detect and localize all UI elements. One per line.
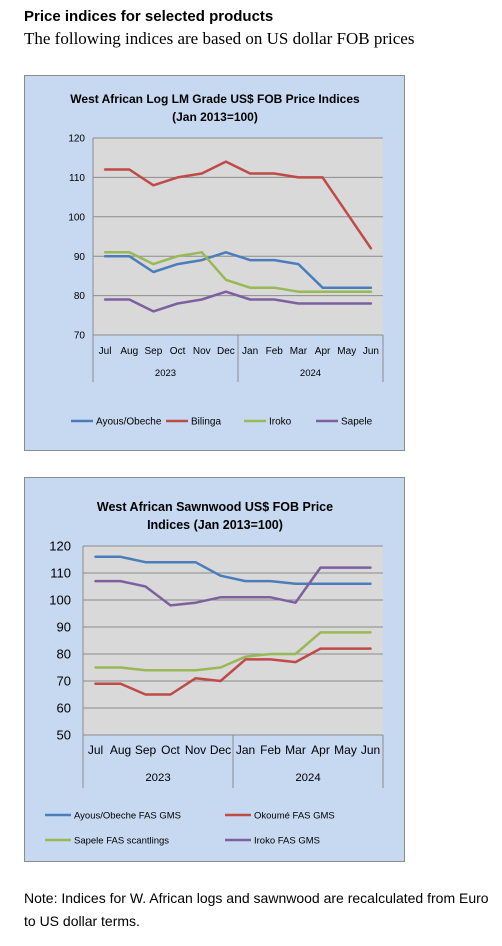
log-chart-legend-label: Iroko [269, 417, 292, 428]
sawn-chart-y-tick-label: 80 [57, 647, 71, 662]
sawn-chart-x-tick-label: Nov [185, 743, 206, 757]
sawn-chart-title-line: West African Sawnwood US$ FOB Price [97, 500, 333, 514]
sawn-chart-legend-label: Sapele FAS scantlings [74, 835, 169, 846]
sawn-chart-series-line-2 [94, 631, 372, 672]
sawn-chart-y-tick-label: 110 [50, 566, 71, 581]
log-chart-x-tick-label: Jan [242, 346, 258, 357]
sawn-chart-x-tick-label: Oct [161, 743, 180, 757]
sawn-chart-year-label: 2024 [295, 772, 320, 784]
sawn-chart-x-tick-label: Apr [311, 743, 330, 757]
log-chart-y-tick-label: 120 [68, 134, 85, 145]
page-subheading: The following indices are based on US do… [24, 29, 415, 48]
footnote: Note: Indices for W. African logs and sa… [24, 890, 489, 929]
log-chart-legend-label: Bilinga [191, 417, 221, 428]
sawn-chart-x-tick-label: Mar [285, 743, 306, 757]
sawn-chart-x-tick-label: Sep [135, 743, 157, 757]
log-chart-x-tick-label: Aug [120, 346, 138, 357]
log-chart-y-tick-label: 70 [74, 331, 86, 342]
log-chart-y-tick-label: 80 [74, 291, 86, 302]
log-chart-y-tick-label: 110 [69, 173, 85, 184]
log-price-chart-svg: West African Log LM Grade US$ FOB Price … [68, 92, 384, 428]
log-chart-x-tick-label: Dec [217, 346, 235, 357]
sawn-chart-x-tick-label: Jan [236, 743, 255, 757]
sawn-chart-plot-area [83, 546, 383, 735]
sawn-chart-x-tick-label: Dec [210, 743, 231, 757]
sawn-chart-x-tick-label: Aug [110, 743, 131, 757]
log-chart-title-line: West African Log LM Grade US$ FOB Price … [70, 92, 360, 106]
log-chart-series-line-0 [103, 251, 373, 289]
sawn-chart-series-line-1 [94, 647, 372, 696]
sawn-chart-y-tick-label: 90 [57, 620, 71, 635]
sawnwood-price-chart-svg: West African Sawnwood US$ FOB Price Indic… [45, 500, 384, 846]
sawn-chart-y-tick-label: 60 [57, 701, 71, 716]
log-chart-x-tick-label: Jul [99, 346, 112, 357]
sawn-chart-legend-label: Iroko FAS GMS [254, 835, 320, 846]
sawn-chart-y-tick-label: 100 [49, 593, 71, 608]
log-chart-legend-label: Ayous/Obeche [96, 417, 162, 428]
log-chart-legend-label: Sapele [341, 417, 373, 428]
page-heading: Price indices for selected products [24, 8, 274, 25]
log-chart-x-tick-label: Apr [315, 346, 331, 357]
sawn-chart-legend-label: Ayous/Obeche FAS GMS [74, 810, 181, 821]
log-chart-y-tick-label: 90 [74, 252, 86, 263]
log-chart-x-tick-label: Sep [145, 346, 163, 357]
log-chart-x-tick-label: May [337, 346, 356, 357]
sawn-chart-title-line: Indices (Jan 2013=100) [147, 518, 283, 532]
log-chart-series-line-3 [103, 290, 373, 313]
sawn-chart-x-tick-label: Jun [361, 743, 380, 757]
sawn-chart-y-tick-label: 120 [49, 539, 71, 554]
log-chart-series-line-2 [103, 251, 373, 293]
sawn-chart-x-tick-label: May [334, 743, 357, 757]
log-chart-plot-area [93, 138, 383, 335]
log-chart-year-label: 2024 [300, 368, 321, 379]
sawn-chart-y-tick-label: 50 [57, 728, 71, 743]
log-chart-x-tick-label: Mar [290, 346, 308, 357]
log-chart-x-tick-label: Oct [170, 346, 186, 357]
sawn-chart-legend-label: Okoumé FAS GMS [254, 810, 335, 821]
sawn-chart-y-tick-label: 70 [57, 674, 71, 689]
log-price-chart: West African Log LM Grade US$ FOB Price … [24, 75, 405, 451]
log-chart-x-tick-label: Nov [193, 346, 211, 357]
sawn-chart-year-label: 2023 [145, 772, 170, 784]
sawn-chart-x-tick-label: Jul [88, 743, 103, 757]
sawn-chart-x-tick-label: Feb [260, 743, 281, 757]
sawn-chart-series-line-0 [94, 555, 372, 586]
log-chart-x-tick-label: Feb [266, 346, 284, 357]
sawnwood-price-chart: West African Sawnwood US$ FOB Price Indic… [24, 477, 405, 862]
log-chart-x-tick-label: Jun [363, 346, 379, 357]
log-chart-y-tick-label: 100 [68, 212, 85, 223]
log-chart-title-line: (Jan 2013=100) [172, 110, 258, 124]
log-chart-year-label: 2023 [155, 368, 176, 379]
sawn-chart-series-line-3 [94, 566, 372, 607]
log-chart-series-line-1 [103, 160, 373, 250]
